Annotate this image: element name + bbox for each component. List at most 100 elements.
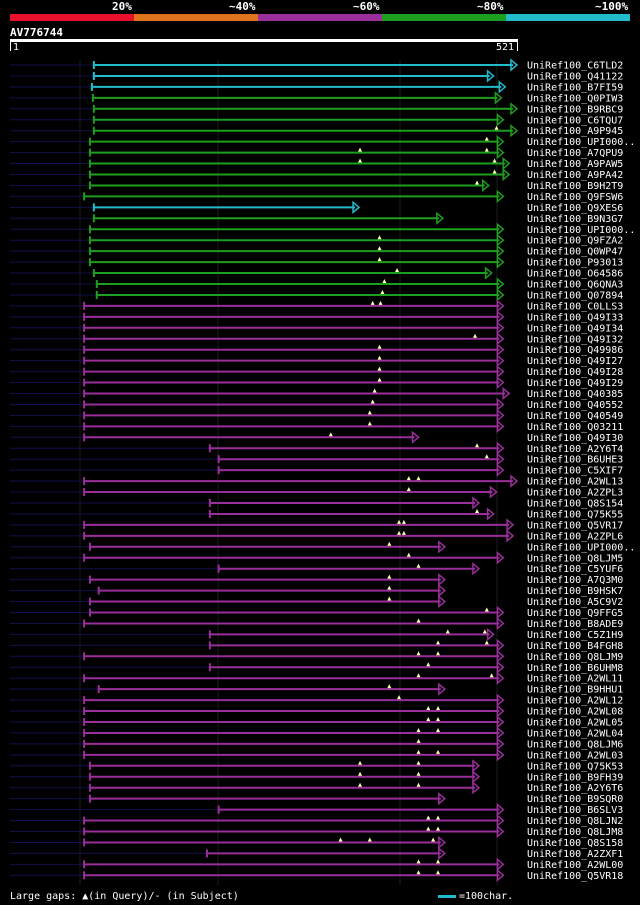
legend-label-2: ~40% bbox=[229, 0, 256, 13]
hit-arrow bbox=[502, 156, 511, 171]
hit-arrow bbox=[510, 102, 519, 116]
query-gap-marker bbox=[358, 147, 363, 152]
query-gap-marker bbox=[416, 563, 421, 568]
query-gap-marker bbox=[484, 147, 489, 152]
query-gap-marker bbox=[426, 826, 431, 831]
query-gap-marker bbox=[436, 749, 441, 754]
hit-label: UniRef100_B7FI59 bbox=[527, 82, 623, 93]
hit-label: UniRef100_A2WL05 bbox=[527, 718, 623, 729]
hit-arrow bbox=[352, 200, 361, 214]
hit-arrow bbox=[496, 824, 505, 839]
query-start-tick bbox=[10, 42, 11, 51]
query-ruler bbox=[10, 39, 518, 42]
hit-arrow bbox=[496, 299, 505, 313]
query-gap-marker bbox=[387, 596, 392, 601]
hit-label: UniRef100_B6UHE3 bbox=[527, 455, 623, 466]
hit-label: UniRef100_C6TQU7 bbox=[527, 115, 623, 126]
hit-label: UniRef100_A9PA42 bbox=[527, 170, 623, 181]
hit-label: UniRef100_A2WL00 bbox=[527, 860, 623, 871]
query-gap-marker bbox=[406, 487, 411, 492]
hit-arrow bbox=[486, 627, 495, 642]
query-gap-marker bbox=[431, 837, 436, 842]
query-gap-marker bbox=[475, 508, 480, 513]
legend-segment-3 bbox=[258, 14, 382, 21]
hit-arrow bbox=[496, 233, 505, 247]
hit-arrow bbox=[496, 255, 505, 269]
hit-label: UniRef100_Q49I27 bbox=[527, 356, 623, 367]
query-gap-marker bbox=[436, 815, 441, 820]
hit-arrow bbox=[438, 573, 447, 587]
hit-arrow bbox=[496, 616, 505, 631]
hit-arrow bbox=[494, 91, 503, 105]
hit-arrow bbox=[496, 244, 505, 258]
hit-arrow bbox=[496, 638, 505, 652]
query-gap-marker bbox=[489, 673, 494, 678]
legend-segment-4 bbox=[382, 14, 506, 21]
hit-arrow bbox=[438, 540, 447, 554]
hit-arrow bbox=[496, 354, 505, 368]
query-gap-marker bbox=[436, 717, 441, 721]
hit-label: UniRef100_B9HHU1 bbox=[527, 685, 623, 696]
query-start-label: 1 bbox=[13, 42, 20, 53]
query-gap-marker bbox=[416, 738, 421, 743]
query-gap-marker bbox=[377, 366, 382, 371]
hit-arrow bbox=[496, 397, 505, 412]
hit-arrow bbox=[498, 80, 507, 94]
hit-arrow bbox=[496, 726, 505, 740]
hit-label: UniRef100_B9RBC9 bbox=[527, 104, 623, 115]
hit-arrow bbox=[496, 145, 505, 160]
hit-arrow bbox=[496, 463, 505, 477]
hit-arrow bbox=[472, 562, 481, 576]
legend-segment-1 bbox=[10, 14, 134, 21]
query-gap-marker bbox=[426, 706, 431, 711]
hit-arrow bbox=[438, 792, 447, 806]
hit-label: UniRef100_A2WL04 bbox=[527, 728, 623, 739]
hit-arrow bbox=[496, 868, 505, 882]
hit-label: UniRef100_UPI000.. bbox=[527, 137, 635, 148]
hit-arrow bbox=[496, 802, 505, 817]
query-gap-marker bbox=[416, 749, 421, 754]
query-gap-marker bbox=[416, 727, 421, 732]
query-gap-marker bbox=[416, 870, 421, 875]
scale-swatch bbox=[438, 895, 456, 898]
scale-legend: =100char. bbox=[459, 891, 514, 902]
hit-arrow bbox=[510, 58, 519, 72]
query-gap-marker bbox=[397, 695, 402, 700]
query-gap-marker bbox=[484, 640, 489, 645]
query-gap-marker bbox=[484, 136, 489, 141]
hit-arrow bbox=[496, 857, 505, 871]
hit-label: UniRef100_A2ZXF1 bbox=[527, 849, 623, 860]
hit-label: UniRef100_O64586 bbox=[527, 269, 623, 280]
hit-label: UniRef100_Q8S158 bbox=[527, 838, 623, 849]
query-gap-marker bbox=[370, 300, 375, 305]
hit-label: UniRef100_A2WL03 bbox=[527, 750, 623, 761]
hit-arrow bbox=[438, 682, 447, 696]
query-gap-marker bbox=[482, 629, 487, 634]
hit-label: UniRef100_B9HSK7 bbox=[527, 586, 623, 597]
query-gap-marker bbox=[475, 180, 480, 185]
hit-arrow bbox=[486, 507, 495, 521]
hit-arrow bbox=[496, 310, 505, 324]
hit-arrow bbox=[496, 408, 505, 423]
hit-label: UniRef100_Q5VR18 bbox=[527, 871, 623, 882]
hit-arrow bbox=[496, 704, 505, 718]
query-gap-marker bbox=[358, 760, 363, 765]
query-gap-marker bbox=[372, 388, 377, 393]
query-gap-marker bbox=[436, 727, 441, 732]
hit-arrow bbox=[502, 386, 511, 401]
hit-label: UniRef100_B9N3G7 bbox=[527, 214, 623, 225]
hit-arrow bbox=[472, 781, 481, 795]
hit-label: UniRef100_A2WL12 bbox=[527, 696, 623, 707]
query-gap-marker bbox=[445, 629, 450, 634]
hit-arrow bbox=[496, 813, 505, 828]
hit-label: UniRef100_Q8LJM6 bbox=[527, 739, 623, 750]
hit-label: UniRef100_Q49I28 bbox=[527, 367, 623, 378]
hit-arrow bbox=[472, 759, 481, 773]
hit-label: UniRef100_Q9XES6 bbox=[527, 203, 623, 214]
hit-label: UniRef100_A7QPU9 bbox=[527, 148, 623, 159]
hit-label: UniRef100_C5Z1H9 bbox=[527, 630, 623, 641]
hit-arrow bbox=[496, 660, 505, 674]
hit-label: UniRef100_Q9FSW6 bbox=[527, 192, 623, 203]
hit-label: UniRef100_A2ZPL6 bbox=[527, 531, 623, 542]
query-gap-marker bbox=[436, 826, 441, 831]
